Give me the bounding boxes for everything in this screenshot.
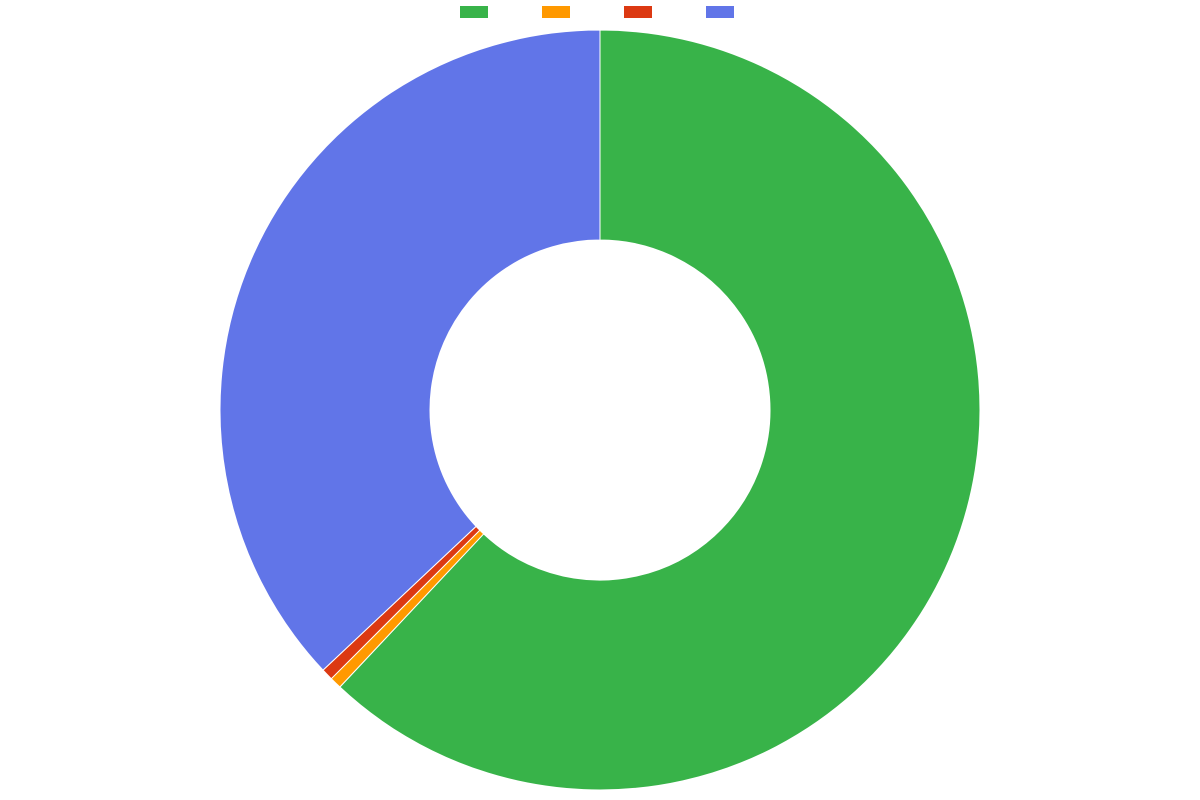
legend-swatch-1 [542,6,570,18]
chart-container [0,0,1200,800]
legend-item-0[interactable] [460,6,494,18]
legend-swatch-3 [706,6,734,18]
donut-chart [0,20,1200,800]
legend-item-3[interactable] [706,6,740,18]
legend-item-1[interactable] [542,6,576,18]
legend-swatch-0 [460,6,488,18]
legend [0,6,1200,18]
donut-svg [0,20,1200,800]
legend-swatch-2 [624,6,652,18]
legend-item-2[interactable] [624,6,658,18]
